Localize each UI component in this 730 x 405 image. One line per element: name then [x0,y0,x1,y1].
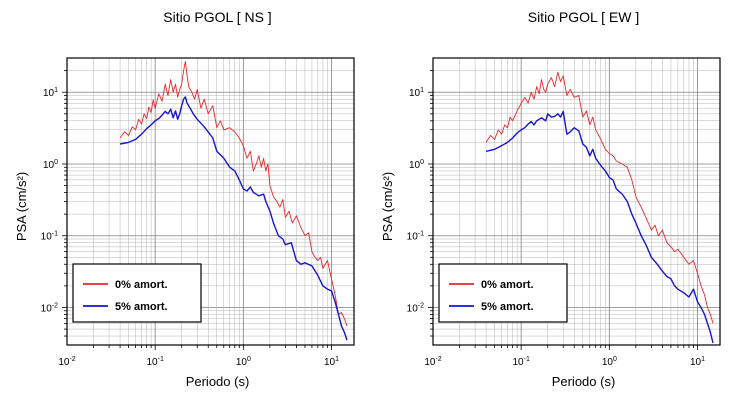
x-tick-label: 101 [324,356,339,368]
y-tick-label: 10-1 [407,231,424,243]
x-tick-label: 100 [602,356,617,368]
y-tick-label: 10-2 [407,302,424,314]
x-axis-label: Periodo (s) [552,374,616,389]
plot-frame [432,57,721,346]
chart-title: Sitio PGOL [ EW ] [528,9,640,25]
legend-box [438,263,568,323]
legend-label: 5% amort. [481,301,534,313]
y-tick-label: 101 [43,87,58,99]
y-tick-label: 10-1 [41,231,58,243]
x-tick-label: 100 [236,356,251,368]
x-tick-label: 10-1 [146,356,163,368]
series-line-5-percent-damping [485,110,714,344]
series-line-0-percent-damping [119,60,348,327]
y-tick-label: 100 [43,159,58,171]
series-line-0-percent-damping [485,71,714,324]
legend: 0% amort. 5% amort. [438,263,568,323]
x-tick-label: 101 [690,356,705,368]
chart-panel-2: Sitio PGOL [ EW ] 10-2 10-1 100 101 10-2 10-1 1… [380,9,721,389]
series-line-5-percent-damping [119,96,348,341]
x-tick-label: 10-2 [424,356,441,368]
x-tick-label: 10-2 [58,356,75,368]
legend-label: 5% amort. [115,301,168,313]
y-axis-label: PSA (cm/s²) [14,172,29,241]
legend-label: 0% amort. [481,279,534,291]
legend: 0% amort. 5% amort. [72,263,202,323]
y-axis-label: PSA (cm/s²) [380,172,395,241]
x-axis-label: Periodo (s) [186,374,250,389]
y-tick-label: 100 [409,159,424,171]
x-tick-label: 10-1 [512,356,529,368]
chart-title: Sitio PGOL [ NS ] [163,9,271,25]
y-tick-label: 10-2 [41,302,58,314]
chart-panel-1: Sitio PGOL [ NS ] 10-2 10-1 100 101 10-2 10-1 1… [14,9,355,389]
legend-box [72,263,202,323]
grid-lines [433,58,720,345]
plot-frame [66,57,355,346]
y-tick-label: 101 [409,87,424,99]
legend-label: 0% amort. [115,279,168,291]
